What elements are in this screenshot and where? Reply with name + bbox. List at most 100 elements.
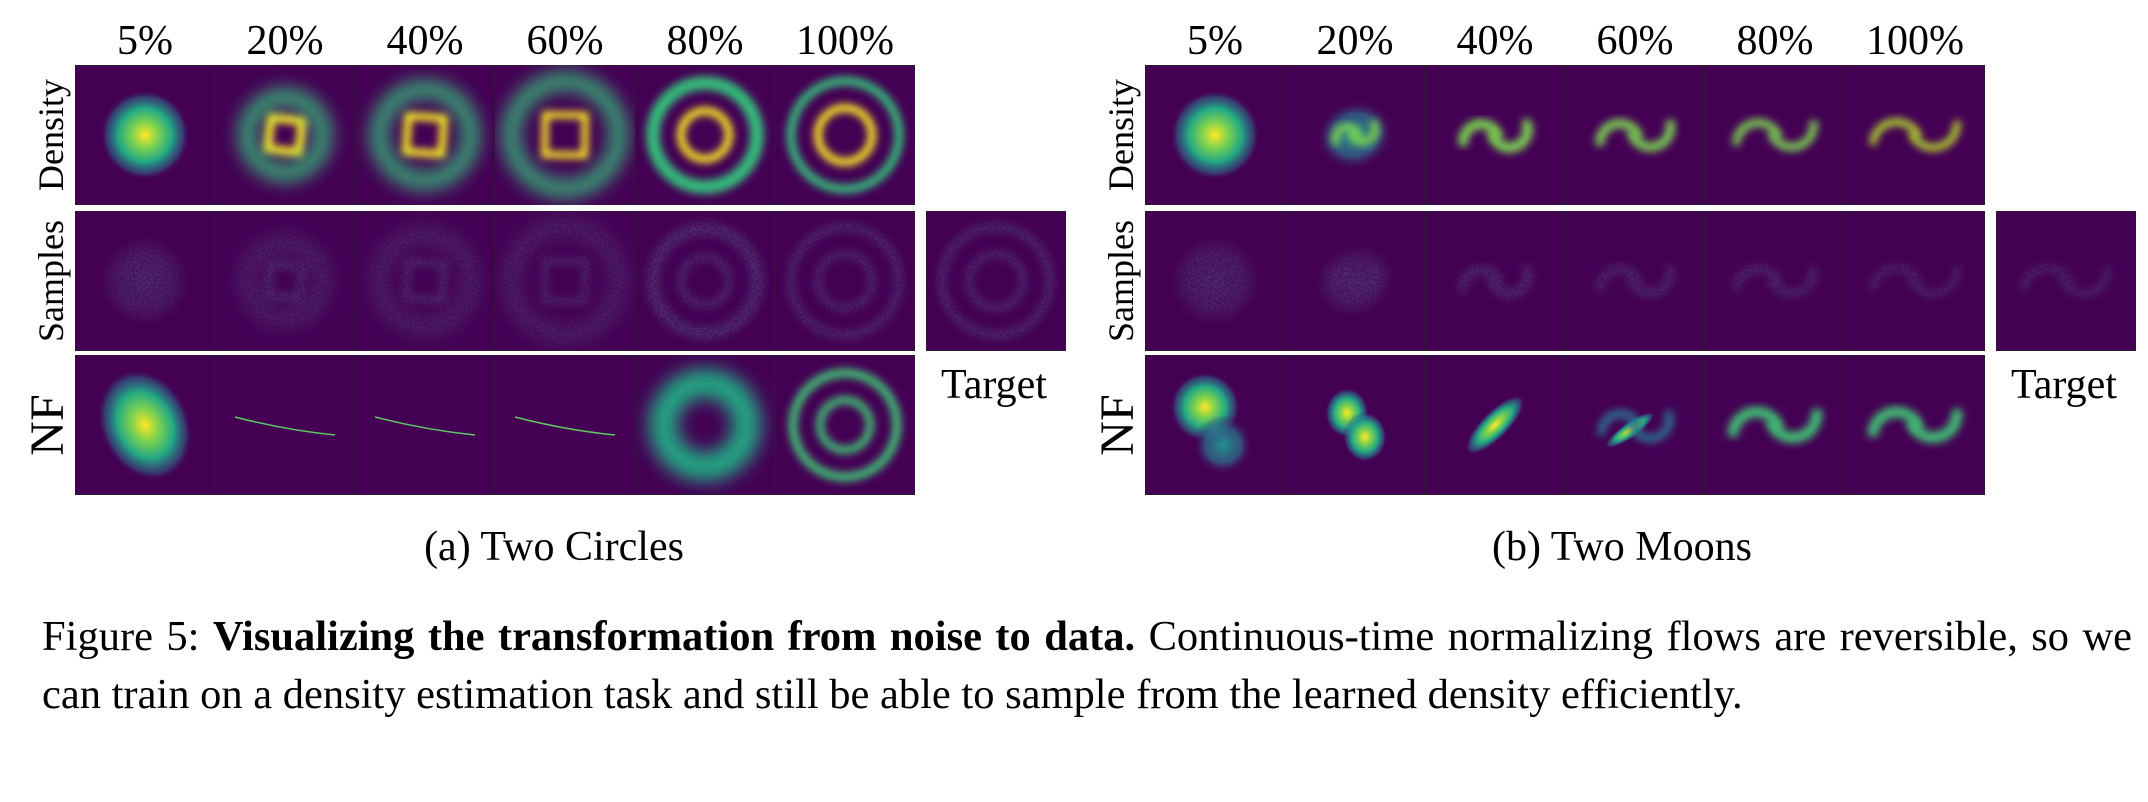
row-label: NF [1091, 394, 1144, 455]
density [1732, 264, 1818, 298]
plot-cell [1565, 211, 1705, 351]
column-label: 5% [1187, 18, 1243, 64]
blob [1170, 90, 1260, 180]
plot-cell [1425, 355, 1565, 495]
moon [1732, 264, 1782, 292]
ring [371, 227, 479, 335]
density [786, 76, 904, 194]
plot-cell [495, 65, 635, 205]
density [1732, 118, 1818, 152]
plot-cell [775, 355, 915, 495]
square-ring [262, 112, 308, 158]
cell-background [775, 211, 915, 351]
ring [677, 107, 733, 163]
density [239, 89, 331, 181]
square-ring [541, 257, 589, 305]
moon [1595, 118, 1643, 147]
subcaption: (b) Two Moons [1492, 524, 1752, 570]
row-label: Samples [1101, 220, 1141, 342]
plot-cell [1145, 211, 1285, 351]
ring [814, 104, 876, 166]
moon [2059, 266, 2112, 298]
moon [1595, 264, 1643, 293]
ring [786, 222, 904, 340]
density [371, 227, 479, 335]
plot-cell [355, 65, 495, 205]
blob [97, 369, 193, 481]
column-label: 100% [796, 18, 894, 64]
plot-cell [495, 211, 635, 351]
density [2020, 264, 2112, 298]
density [503, 73, 627, 197]
streak [514, 416, 616, 436]
ring [503, 73, 627, 197]
column-label: 80% [667, 18, 744, 64]
column-label: 80% [1737, 18, 1814, 64]
density [786, 222, 904, 340]
plot-cell [1705, 211, 1845, 351]
ring [677, 253, 733, 309]
plot-cell [1845, 65, 1985, 205]
moon [1348, 265, 1380, 292]
row-label: Density [1101, 79, 1141, 191]
moon [1458, 265, 1503, 293]
plot-cell [1425, 65, 1565, 205]
caption: Figure 5: Visualizing the transformation… [42, 608, 2132, 724]
moon [1331, 123, 1362, 146]
square-ring [541, 111, 589, 159]
column-label: 100% [1866, 18, 1964, 64]
cell-background [775, 65, 915, 205]
moon [1487, 264, 1533, 299]
moon [1768, 119, 1818, 152]
ring [239, 235, 331, 327]
plot-cell [1705, 355, 1845, 495]
moon [1867, 406, 1924, 438]
square-ring [401, 111, 449, 159]
blob [1170, 236, 1260, 326]
plot-cell [1845, 211, 1985, 351]
moon [1727, 406, 1784, 438]
plot-cell [215, 211, 355, 351]
plot-cell [926, 211, 1066, 351]
density [1869, 264, 1961, 298]
density [1595, 118, 1676, 152]
row-label: NF [21, 394, 74, 455]
ring [816, 396, 874, 454]
density [646, 222, 764, 340]
moon [1597, 409, 1642, 436]
moon [1906, 408, 1963, 444]
plot-cell [635, 65, 775, 205]
plot-cell [355, 355, 495, 495]
density [1170, 90, 1260, 180]
moon [1908, 120, 1961, 152]
caption-label: Figure 5: [42, 613, 200, 660]
ring [503, 219, 627, 343]
moon [1628, 409, 1674, 443]
plot-cell [1285, 65, 1425, 205]
moon [2020, 264, 2073, 292]
plot-cell [635, 355, 775, 495]
moon [1348, 119, 1380, 146]
density [1458, 118, 1533, 153]
ring [786, 76, 904, 194]
plot-cell [775, 211, 915, 351]
plot-cell [355, 211, 495, 351]
moon [1732, 118, 1782, 146]
moon [1766, 408, 1823, 444]
cell-background [215, 211, 355, 351]
density [1458, 264, 1533, 299]
moon [1908, 266, 1961, 298]
ring [649, 369, 761, 481]
plot-cell [495, 355, 635, 495]
ring [646, 76, 764, 194]
cell-background [926, 211, 1066, 351]
moon [1869, 118, 1922, 146]
moon [1458, 119, 1503, 147]
plot-cell [1845, 355, 1985, 495]
density [1315, 99, 1395, 171]
cell-background [355, 355, 495, 495]
plot-cell [1705, 65, 1845, 205]
density [1315, 245, 1395, 317]
cell-background [215, 355, 355, 495]
